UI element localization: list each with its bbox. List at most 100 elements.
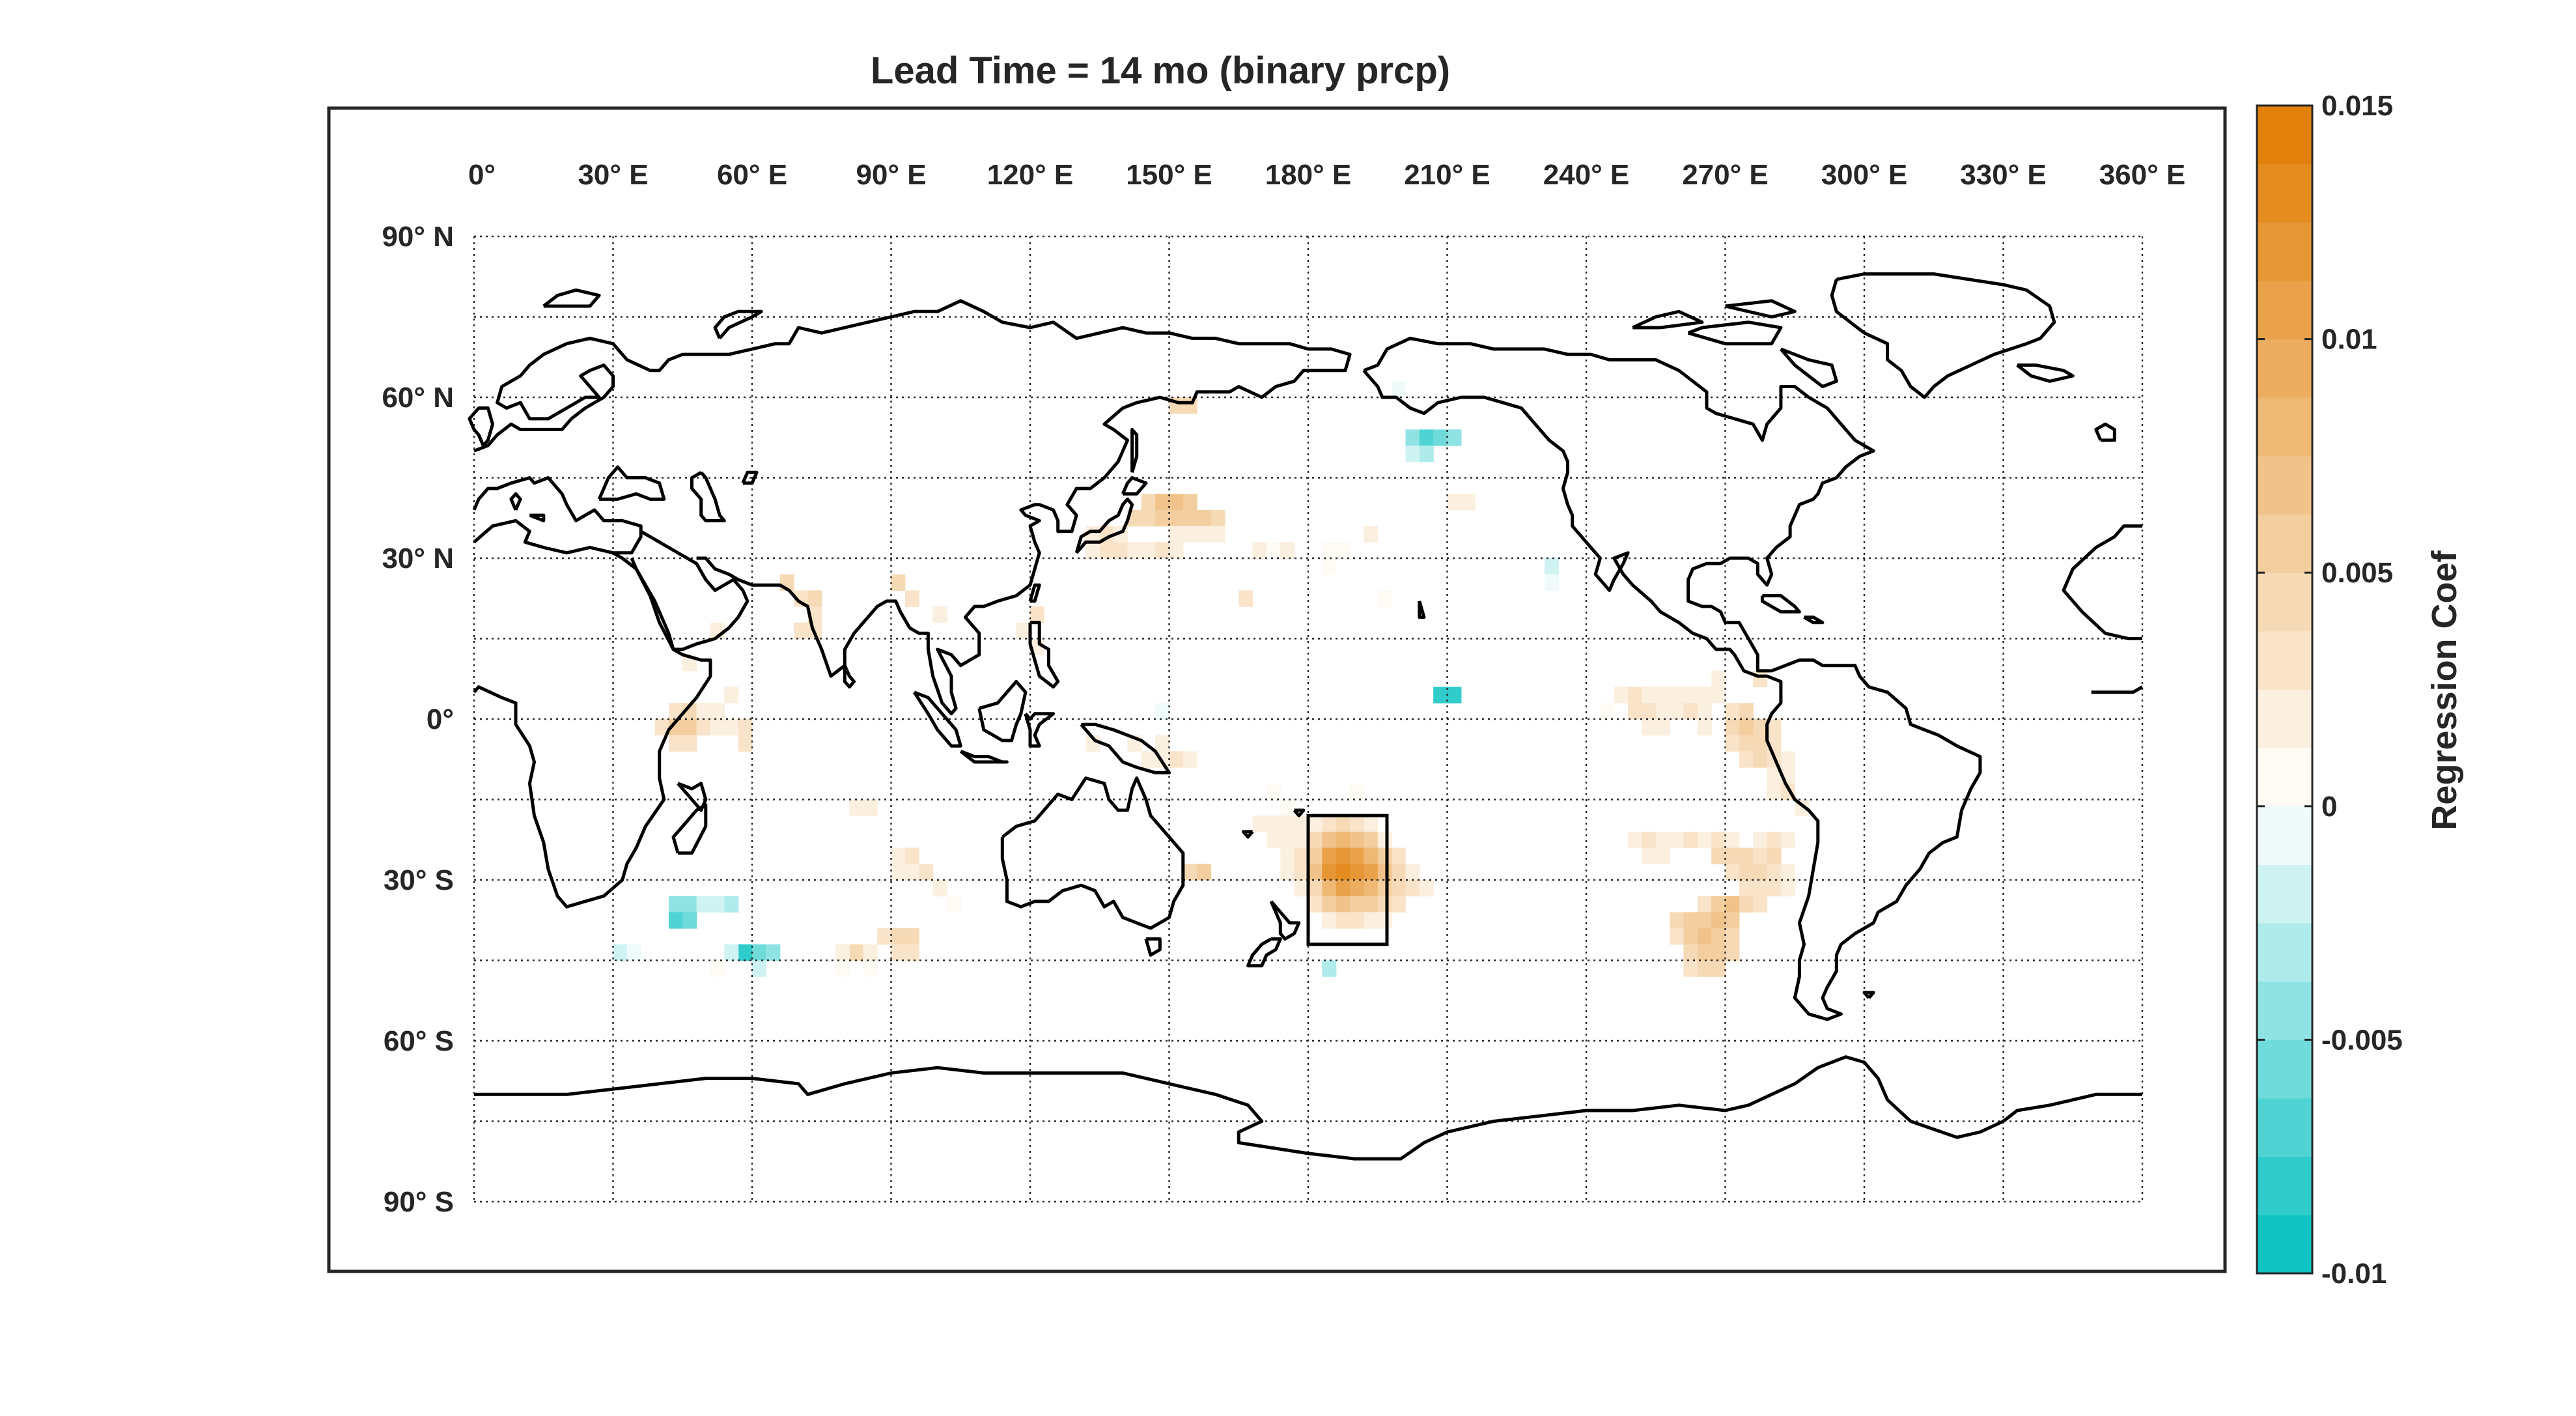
field-cell: [1322, 831, 1337, 849]
longitude-tick-label: 60° E: [717, 159, 787, 191]
field-cell: [1711, 912, 1726, 929]
colorbar-segment: [2257, 106, 2312, 165]
field-cell: [1141, 751, 1156, 768]
field-cell: [1183, 494, 1197, 511]
latitude-tick-label: 30° N: [382, 543, 454, 574]
colorbar-segment: [2257, 1215, 2312, 1274]
field-cell: [1322, 960, 1337, 977]
field-cell: [1419, 880, 1434, 897]
field-cell: [752, 960, 766, 977]
field-cell: [1322, 542, 1337, 559]
field-cell: [1447, 429, 1462, 446]
field-cell: [1280, 847, 1295, 864]
field-cell: [1364, 864, 1379, 881]
longitude-tick-label: 90° E: [856, 159, 926, 191]
field-cell: [1336, 542, 1351, 559]
highlight-box: [1306, 814, 1389, 946]
field-cell: [1767, 831, 1782, 849]
field-cell: [1670, 687, 1685, 703]
field-cell: [1364, 526, 1379, 543]
field-cell: [1155, 735, 1170, 752]
field-cell: [1628, 831, 1642, 849]
colorbar-tick-label: 0.005: [2321, 557, 2393, 589]
field-cell: [1336, 847, 1351, 864]
coastline-path: [1000, 776, 1185, 930]
field-cell: [1419, 446, 1434, 462]
field-cell: [1739, 703, 1754, 720]
field-cell: [1405, 429, 1420, 446]
coastline-path: [474, 1055, 2142, 1161]
field-cell: [710, 719, 725, 736]
field-cell: [1780, 864, 1795, 881]
longitude-tick-label: 330° E: [1960, 159, 2047, 191]
field-cell: [1392, 880, 1407, 897]
field-cell: [752, 944, 766, 961]
coastline-path: [1121, 476, 1148, 496]
coastline-path: [472, 476, 643, 555]
colorbar-segment: [2257, 630, 2312, 690]
field-cell: [1767, 880, 1782, 897]
field-cell: [1725, 831, 1740, 849]
field-cell: [1683, 912, 1698, 929]
coastline-path: [1293, 808, 1306, 817]
field-cell: [1767, 783, 1782, 800]
field-cell: [1336, 912, 1351, 929]
field-cell: [1322, 896, 1337, 913]
field-cell: [1767, 719, 1782, 736]
field-cell: [1753, 847, 1768, 864]
field-cell: [863, 960, 878, 977]
field-cell: [668, 912, 683, 929]
field-cell: [1683, 831, 1698, 849]
field-cell: [1753, 831, 1768, 849]
field-cell: [1322, 847, 1337, 864]
colorbar-segment: [2257, 397, 2312, 457]
coastline-path: [1130, 427, 1139, 473]
coastline-path: [1862, 991, 1875, 999]
field-cell: [1350, 815, 1364, 832]
field-cell: [932, 606, 947, 623]
field-cell: [904, 928, 919, 945]
field-cell: [1336, 880, 1351, 897]
coastline-path: [1269, 900, 1301, 941]
field-cell: [1364, 847, 1379, 864]
longitude-tick-label: 150° E: [1126, 159, 1212, 191]
field-cell: [710, 703, 725, 720]
field-cell: [1614, 687, 1629, 703]
coastline-path: [468, 406, 494, 447]
field-cell: [1419, 429, 1434, 446]
field-cell: [1670, 831, 1685, 849]
field-cell: [794, 590, 808, 607]
field-cell: [1670, 703, 1685, 720]
field-cell: [1725, 864, 1740, 881]
field-cell: [1030, 606, 1044, 623]
field-cell: [1364, 815, 1379, 832]
latitude-labels: 90° N 60° N 30° N 0° 30° S 60° S 90° S: [382, 221, 454, 1218]
field-cell: [1753, 864, 1768, 881]
longitude-tick-label: 180° E: [1265, 159, 1352, 191]
coastline-path: [529, 513, 546, 522]
field-cell: [1780, 751, 1795, 768]
field-cell: [1697, 687, 1712, 703]
longitude-tick-label: 300° E: [1821, 159, 1908, 191]
field-cell: [1350, 912, 1364, 929]
field-cell: [1155, 703, 1170, 720]
field-cell: [1197, 864, 1212, 881]
colorbar-segment: [2257, 339, 2312, 398]
field-cell: [1377, 847, 1392, 864]
field-cell: [1767, 864, 1782, 881]
colorbar-segment: [2257, 689, 2312, 748]
field-cell: [1739, 880, 1754, 897]
field-cell: [1780, 880, 1795, 897]
field-cell: [696, 703, 711, 720]
field-cell: [1085, 735, 1100, 752]
field-cell: [1725, 896, 1740, 913]
colorbar-tick-label: 0: [2321, 791, 2337, 823]
field-cell: [1655, 719, 1670, 736]
colorbar-segment: [2257, 1156, 2312, 1215]
field-cell: [1294, 815, 1309, 832]
field-cell: [1739, 751, 1754, 768]
field-cell: [1113, 542, 1128, 559]
highlight-region: [1306, 814, 1389, 946]
field-cell: [849, 944, 864, 961]
